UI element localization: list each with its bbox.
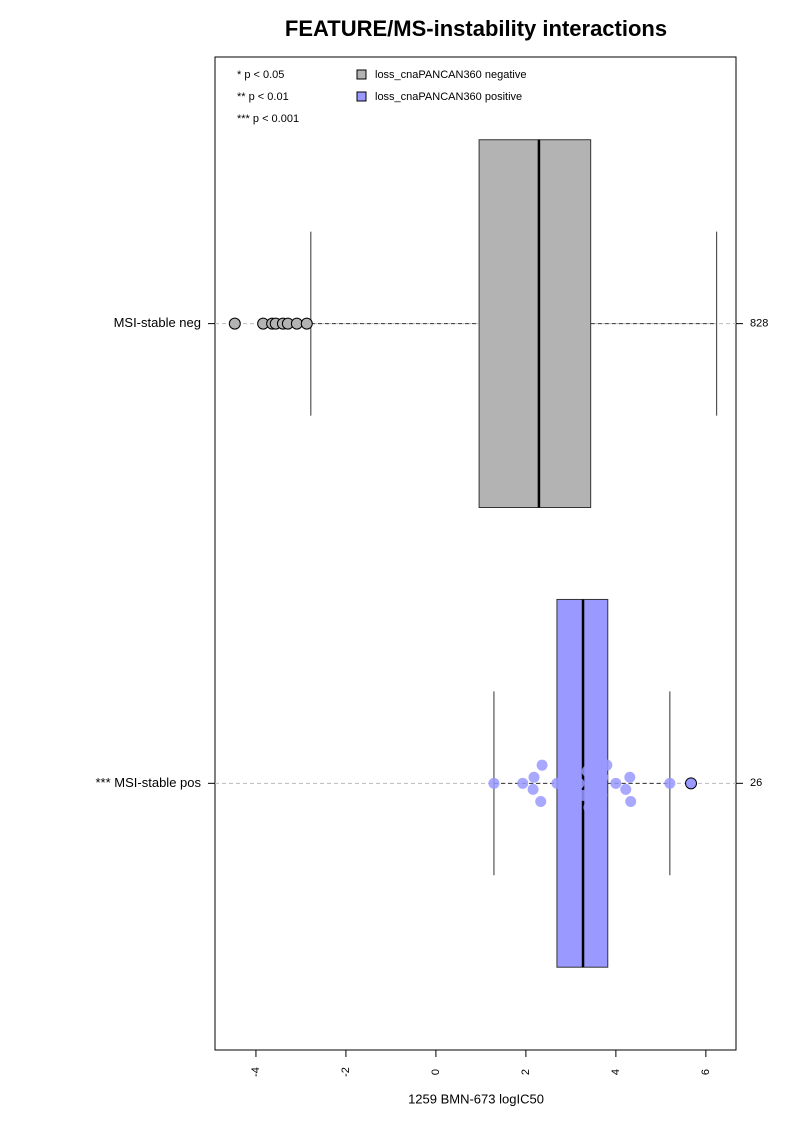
x-tick-label: 6 (700, 1069, 712, 1075)
category-label: *** MSI-stable pos (96, 775, 202, 790)
x-axis-label: 1259 BMN-673 logIC50 (408, 1091, 544, 1106)
plot-frame (214, 56, 737, 1051)
point (560, 789, 572, 801)
legend-swatch (356, 91, 367, 102)
point (551, 777, 563, 789)
point (596, 789, 608, 801)
note: *** p < 0.001 (237, 113, 299, 125)
point (528, 771, 540, 783)
point (664, 777, 676, 789)
point (597, 771, 609, 783)
point (573, 777, 585, 789)
point (562, 771, 574, 783)
point (583, 802, 595, 814)
legend-swatch (356, 69, 367, 80)
x-tick-label: 4 (610, 1069, 622, 1075)
point (624, 771, 636, 783)
x-tick-label: 2 (520, 1069, 532, 1075)
x-tick-label: -4 (250, 1067, 262, 1077)
legend-label: loss_cnaPANCAN360 negative (375, 69, 526, 81)
point (581, 765, 593, 777)
point (567, 747, 579, 759)
point (517, 777, 529, 789)
point (610, 777, 622, 789)
count-label: 26 (750, 777, 762, 789)
note: * p < 0.05 (237, 69, 284, 81)
note: ** p < 0.01 (237, 91, 289, 103)
point (527, 783, 539, 795)
point (625, 795, 637, 807)
point (601, 759, 613, 771)
point (577, 789, 589, 801)
point (488, 777, 500, 789)
x-tick-label: -2 (340, 1067, 352, 1077)
point (563, 759, 575, 771)
outlier (290, 317, 303, 330)
box (478, 139, 592, 509)
outlier (228, 317, 241, 330)
point (536, 759, 548, 771)
point (566, 802, 578, 814)
x-tick-label: 0 (430, 1069, 442, 1075)
chart-title: FEATURE/MS-instability interactions (285, 16, 667, 41)
category-label: MSI-stable neg (114, 315, 201, 330)
point (535, 795, 547, 807)
point (620, 783, 632, 795)
count-label: 828 (750, 318, 768, 330)
outlier (300, 317, 313, 330)
outlier (685, 777, 698, 790)
legend-label: loss_cnaPANCAN360 positive (375, 91, 522, 103)
point (587, 777, 599, 789)
